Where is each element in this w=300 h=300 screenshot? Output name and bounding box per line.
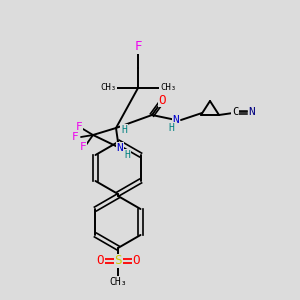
Text: F: F [76,122,82,132]
Text: C: C [232,107,238,117]
Text: F: F [80,142,86,152]
Text: CH₃: CH₃ [160,83,176,92]
Text: N: N [117,143,123,153]
Text: H: H [121,125,127,135]
Text: O: O [132,254,140,268]
Text: H: H [168,123,174,133]
Text: O: O [158,94,166,106]
Text: N: N [249,107,255,117]
Text: H: H [124,150,130,160]
Text: O: O [96,254,104,268]
Text: N: N [172,115,179,125]
Text: F: F [72,132,78,142]
Text: S: S [114,254,122,268]
Text: CH₃: CH₃ [109,277,127,287]
Text: F: F [134,40,142,53]
Text: CH₃: CH₃ [100,83,116,92]
